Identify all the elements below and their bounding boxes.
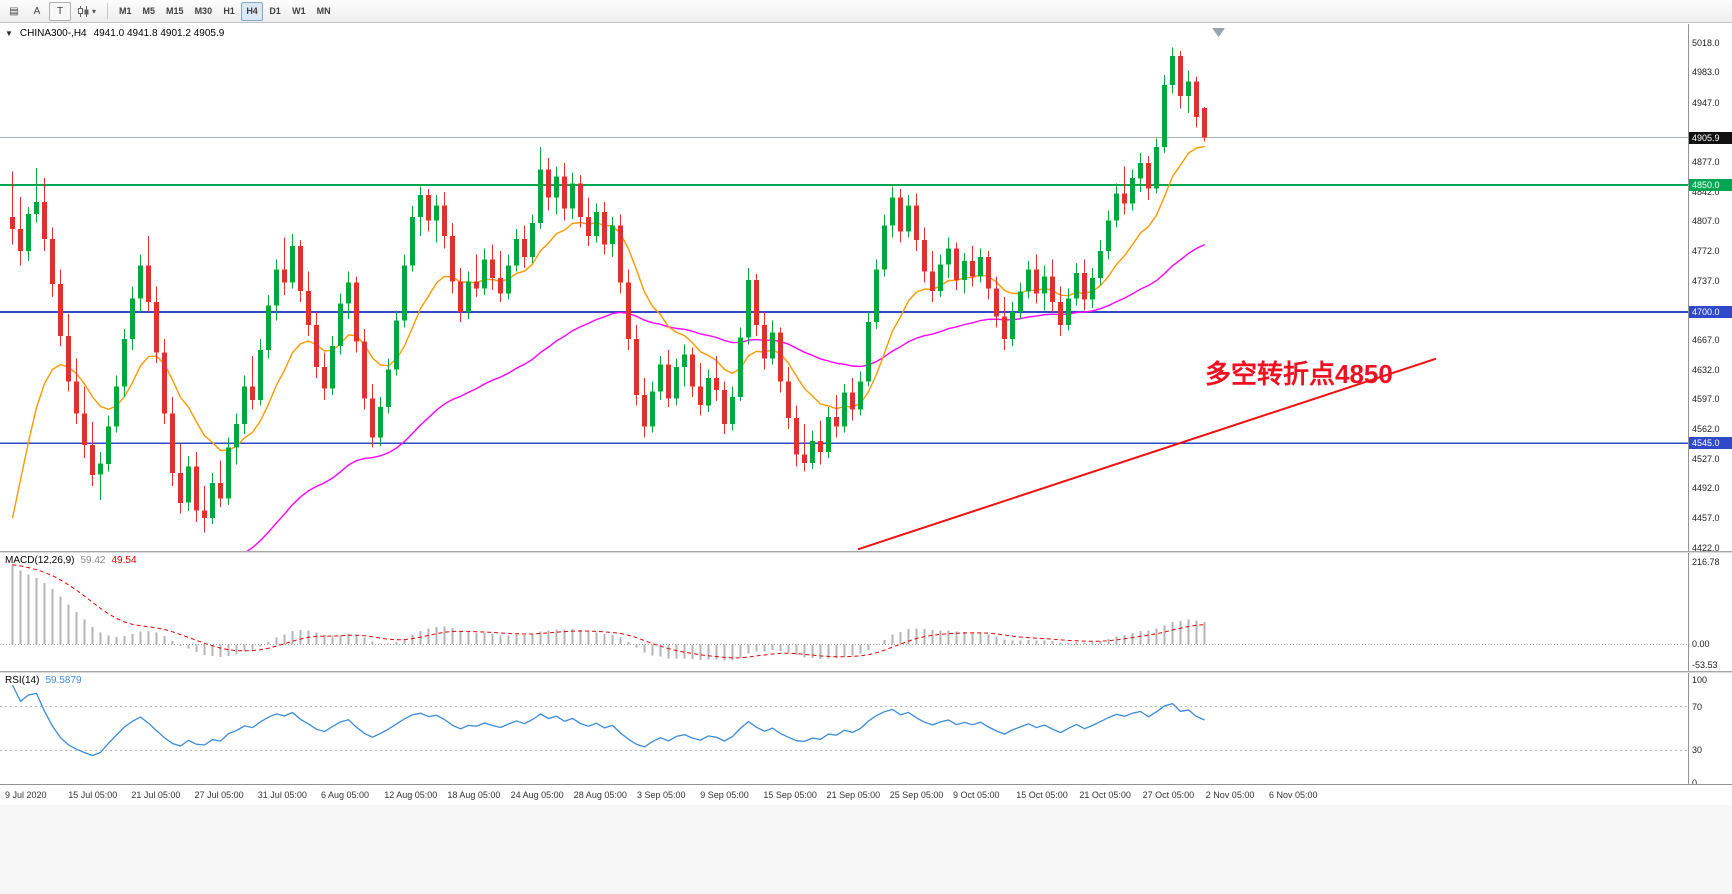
price-axis-label: 4422.0: [1692, 542, 1720, 553]
rsi-axis-label: 100: [1692, 675, 1708, 685]
price-axis-label: 5018.0: [1692, 37, 1720, 48]
candlestick-icon: [77, 5, 90, 18]
timeframe-h1[interactable]: H1: [218, 2, 240, 21]
price-axis-label: 4842.0: [1692, 186, 1720, 197]
pane-separator[interactable]: [0, 551, 1732, 553]
rsi-name: RSI(14): [5, 675, 40, 686]
time-axis-label: 24 Aug 05:00: [510, 790, 564, 800]
timeframe-m15[interactable]: M15: [161, 2, 189, 21]
rsi-axis-label: 0: [1692, 777, 1698, 788]
rsi-axis-label: 70: [1692, 701, 1703, 712]
chart-shift-marker: [1212, 28, 1225, 37]
chart-area: 5018.0 4983.0 4947.0 4877.0 4842.0 4807.0 4772…: [0, 24, 1732, 894]
time-axis-label: 9 Oct 05:00: [953, 790, 1000, 800]
price-badge: 4850.0: [1689, 179, 1732, 191]
price-axis-label: 4947.0: [1692, 97, 1720, 108]
bottom-filler: [0, 805, 1732, 894]
timeframe-w1[interactable]: W1: [287, 2, 311, 21]
symbol-ohlc-label: ▼ CHINA300-,H4 4941.0 4941.8 4901.2 4905…: [5, 28, 224, 39]
toolbar-separator: [107, 3, 109, 19]
time-axis-label: 27 Oct 05:00: [1142, 790, 1195, 800]
rsi-value: 59.5879: [45, 675, 82, 686]
price-axis: 5018.0 4983.0 4947.0 4877.0 4842.0 4807.0 4772…: [1688, 24, 1732, 788]
macd-axis-label: -53.53: [1692, 659, 1718, 670]
toolbar: ▤ A T ▾ M1 M5 M15 M30 H1 H4 D1 W1 MN: [0, 0, 1732, 23]
price-axis-label: 4457.0: [1692, 513, 1720, 523]
timeframe-d1[interactable]: D1: [264, 2, 286, 21]
price-axis-label: 4807.0: [1692, 216, 1720, 227]
macd-signal-value: 49.54: [111, 555, 137, 566]
pane-separator[interactable]: [0, 671, 1732, 673]
price-axis-label: 4632.0: [1692, 364, 1720, 375]
rsi-label: RSI(14) 59.5879: [5, 675, 82, 686]
macd-axis-label: 216.78: [1692, 556, 1720, 567]
time-axis-label: 21 Jul 05:00: [131, 790, 181, 800]
time-axis-label: 15 Oct 05:00: [1016, 790, 1068, 800]
time-axis-label: 6 Nov 05:00: [1269, 790, 1318, 800]
time-axis-label: 3 Sep 05:00: [637, 790, 686, 800]
symbol-name: CHINA300-,H4: [19, 28, 87, 39]
timeframe-h4[interactable]: H4: [241, 1, 264, 21]
dropdown-chevron-icon: ▾: [92, 6, 97, 16]
time-axis-label: 21 Sep 05:00: [826, 790, 881, 800]
macd-main-value: 59.42: [80, 555, 106, 566]
time-axis-label: 27 Jul 05:00: [194, 790, 244, 800]
time-axis-label: 15 Jul 05:00: [68, 790, 118, 800]
timeframe-m5[interactable]: M5: [138, 2, 161, 21]
ohlc-values: 4941.0 4941.8 4901.2 4905.9: [93, 28, 225, 39]
price-axis-label: 4877.0: [1692, 157, 1720, 168]
macd-pane[interactable]: [0, 553, 1688, 671]
rsi-pane[interactable]: [0, 673, 1688, 784]
timeframe-mn[interactable]: MN: [312, 2, 336, 21]
price-axis-label: 4983.0: [1692, 67, 1720, 78]
text-box-icon[interactable]: T: [49, 1, 71, 21]
price-axis-label: 4667.0: [1692, 335, 1720, 345]
time-axis-label: 28 Aug 05:00: [573, 790, 627, 800]
main-chart[interactable]: [0, 24, 1688, 551]
rsi-axis-label: 30: [1692, 745, 1703, 756]
macd-axis-label: 0.00: [1692, 639, 1710, 650]
time-axis-label: 9 Jul 2020: [5, 790, 47, 800]
price-axis-label: 4597.0: [1692, 394, 1720, 405]
time-axis-label: 15 Sep 05:00: [763, 790, 817, 800]
time-axis-label: 12 Aug 05:00: [384, 790, 438, 800]
time-axis-label: 31 Jul 05:00: [257, 790, 307, 800]
macd-name: MACD(12,26,9): [5, 555, 75, 566]
text-label-icon[interactable]: A: [26, 2, 48, 21]
time-axis-label: 9 Sep 05:00: [700, 790, 749, 800]
price-axis-label: 4737.0: [1692, 275, 1720, 286]
time-axis-label: 25 Sep 05:00: [889, 790, 944, 800]
chart-style-button[interactable]: ▾: [72, 2, 101, 21]
symbol-dropdown-icon[interactable]: ▼: [5, 29, 13, 38]
price-badge: 4700.0: [1689, 306, 1732, 319]
timeframe-m1[interactable]: M1: [114, 2, 137, 21]
price-badge: 4545.0: [1689, 437, 1732, 450]
time-axis-label: 6 Aug 05:00: [321, 790, 370, 800]
timeframe-m30[interactable]: M30: [190, 2, 218, 21]
price-badge: 4905.9: [1689, 131, 1732, 144]
time-axis[interactable]: 9 Jul 2020 15 Jul 05:00 21 Jul 05:00 27 Jul…: [0, 784, 1732, 805]
tile-windows-icon[interactable]: ▤: [3, 2, 25, 21]
price-axis-label: 4527.0: [1692, 453, 1720, 464]
time-axis-label: 18 Aug 05:00: [447, 790, 501, 800]
price-axis-label: 4772.0: [1692, 246, 1720, 257]
price-axis-label: 4562.0: [1692, 424, 1720, 434]
annotation-text: 多空转折点4850: [1205, 359, 1393, 389]
macd-label: MACD(12,26,9) 59.42 49.54: [5, 555, 137, 566]
time-axis-label: 2 Nov 05:00: [1205, 790, 1255, 800]
time-axis-label: 21 Oct 05:00: [1079, 790, 1131, 800]
price-axis-label: 4492.0: [1692, 483, 1720, 494]
